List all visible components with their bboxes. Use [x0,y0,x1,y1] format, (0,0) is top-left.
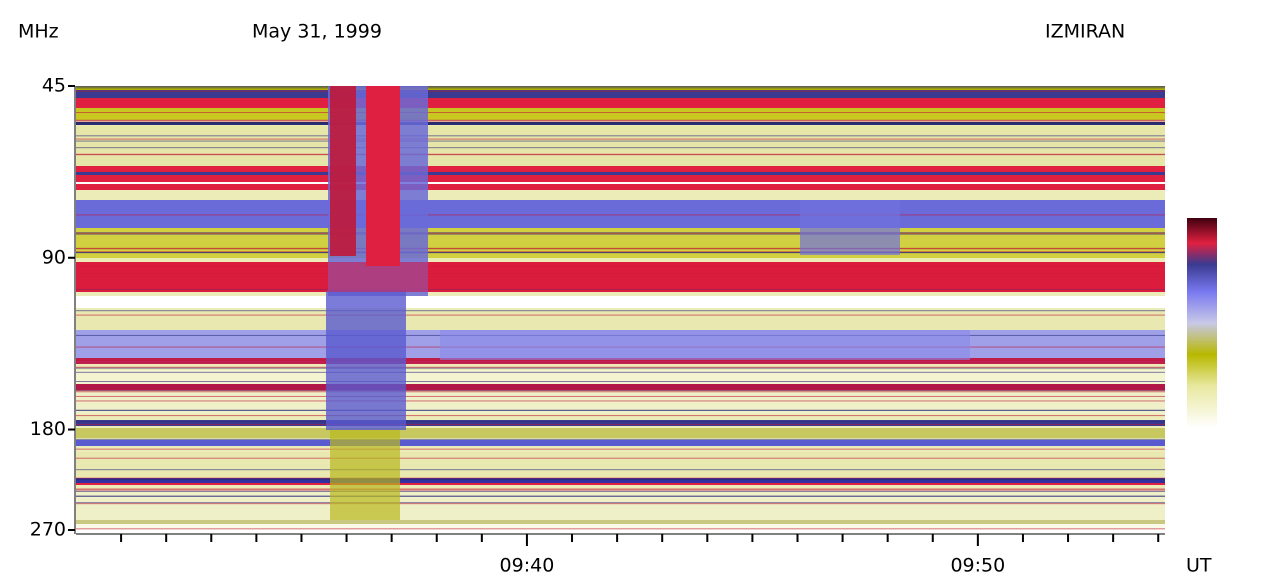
spectrum-line [76,477,1165,479]
spectrum-line [76,140,1165,142]
y-axis-label: MHz [18,21,59,43]
spectrum-band [76,296,1165,308]
spectrum-line [76,86,1165,88]
spectrum-band [76,384,1165,390]
color-bar [1187,218,1217,428]
y-tick-label: 270 [30,519,66,541]
spectrum-band [76,122,1165,125]
spectrum-line [76,232,1165,234]
source-label: IZMIRAN [1045,21,1125,43]
spectrum-line [76,409,1165,411]
spectrum-line [76,87,1165,89]
x-tick-label: 09:50 [950,555,1005,577]
spectrum-band [76,428,1165,438]
spectrum-line [76,421,1165,423]
spectrum-band [76,166,1165,190]
spectrum-line [76,90,1165,92]
spectrum-line [76,469,1165,471]
spectrum-line [76,503,1165,505]
spectrum-line [76,119,1165,121]
spectrum-line [76,252,1165,254]
y-tick-label: 180 [30,418,66,440]
spectrum-line [76,502,1165,504]
spectrum-band [76,126,1165,166]
spectrum-band [76,520,1165,524]
burst [330,86,356,256]
spectrum-line [76,359,1165,361]
spectrum-band [76,90,1165,98]
spectrum-band [76,310,1165,330]
spectrum-line [76,490,1165,492]
spectrum-line [76,457,1165,459]
burst [800,200,900,255]
spectrum-line [76,528,1165,530]
x-axis-label: UT [1186,555,1212,577]
spectrum-band [76,200,1165,228]
spectrum-line [76,495,1165,497]
spectrum-band [76,478,1165,483]
spectrum-band [76,524,1165,530]
spectrum-line [76,232,1165,234]
spectrum-line [76,488,1165,490]
spectrum-band [76,358,1165,364]
spectrum-band [76,440,1165,446]
spectrum-line [76,371,1165,373]
spectrum-band [76,172,1165,175]
spectrum-band [76,490,1165,520]
spectrum-line [76,233,1165,235]
spectrogram-image [76,86,1165,530]
x-tick-label: 09:40 [500,555,555,577]
burst [326,290,406,430]
spectrum-band [76,483,1165,485]
spectrum-line [76,135,1165,137]
spectrum-line [76,489,1165,491]
spectrum-line [76,314,1165,316]
spectrum-band [76,98,1165,108]
spectrum-line [76,247,1165,249]
spectrum-line [76,448,1165,450]
y-tick-label: 90 [42,246,66,268]
spectrum-line [76,112,1165,114]
burst [76,262,1165,292]
spectrum-line [76,214,1165,216]
spectrum-line [76,120,1165,122]
spectrum-line [76,415,1165,417]
spectrum-band [76,452,1165,478]
spectrum-line [76,423,1165,425]
spectrum-line [76,147,1165,149]
burst [330,430,400,520]
spectrum-band [76,182,1165,184]
spectrum-line [76,479,1165,481]
spectrum-line [76,400,1165,402]
spectrum-line [76,367,1165,369]
spectrum-line [76,395,1165,397]
burst [366,86,400,266]
chart-title: May 31, 1999 [252,21,382,43]
spectrum-line [76,381,1165,383]
spectrum-band [76,420,1165,426]
y-tick-label: 45 [42,75,66,97]
spectrum-line [76,391,1165,393]
burst [440,330,970,360]
spectrum-line [76,310,1165,312]
spectrum-line [76,154,1165,156]
spectrum-line [76,438,1165,440]
spectrum-line [76,389,1165,391]
spectrum-line [76,366,1165,368]
spectrum-band [76,108,1165,120]
spectrum-line [76,251,1165,253]
spectrum-line [76,138,1165,140]
